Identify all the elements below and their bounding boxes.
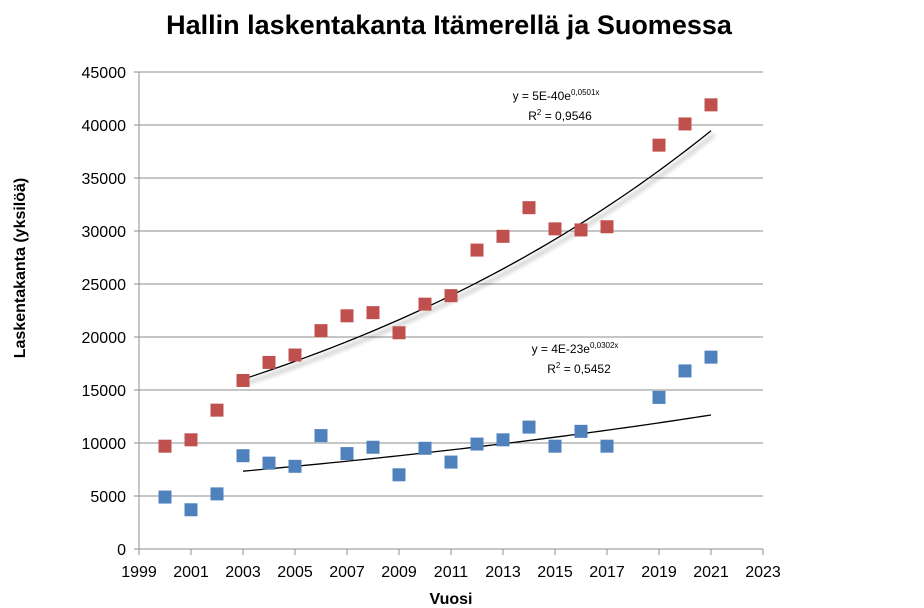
series-2-point	[392, 468, 406, 482]
y-tick-label: 25000	[82, 277, 127, 294]
series-2-point	[262, 456, 276, 470]
y-tick-label: 40000	[82, 118, 127, 135]
x-tick-label: 2023	[745, 564, 781, 581]
x-tick-label: 2013	[485, 564, 521, 581]
series-2-point	[366, 440, 380, 454]
trendline-equation: y = 4E-23e0,0302x	[532, 341, 619, 356]
series-2-point	[574, 424, 588, 438]
trendline-r-squared: R2 = 0,9546	[528, 108, 592, 123]
x-tick-label: 2021	[693, 564, 729, 581]
x-tick-labels: 1999 2001 2003 2005 2007 2009 2011 2013 2015 2017…	[121, 564, 781, 581]
series-2-point	[184, 503, 198, 517]
x-tick-label: 2011	[434, 564, 469, 581]
series-2-point	[340, 447, 354, 461]
series-2-point	[210, 487, 224, 501]
series-2-point	[678, 364, 692, 378]
trendline-r-squared: R2 = 0,5452	[547, 361, 611, 376]
x-tick-label: 2019	[641, 564, 677, 581]
gridlines	[139, 71, 763, 497]
series-1-point	[158, 439, 172, 453]
y-tick-label: 10000	[82, 436, 127, 453]
x-tick-label: 2005	[277, 564, 313, 581]
series-1-point	[314, 324, 328, 338]
series-2-point	[158, 490, 172, 504]
series-1-point	[418, 297, 432, 311]
x-tick-label: 2015	[537, 564, 573, 581]
chart-title: Hallin laskentakanta Itämerellä ja Suome…	[166, 10, 733, 40]
axes	[134, 71, 764, 555]
y-tick-label: 30000	[82, 224, 127, 241]
y-tick-label: 45000	[82, 65, 127, 82]
x-tick-label: 1999	[121, 564, 157, 581]
x-axis-title: Vuosi	[430, 591, 473, 608]
series-2-point	[444, 455, 458, 469]
series-1-point	[470, 243, 484, 257]
trendline-equation: y = 5E-40e0,0501x	[513, 88, 600, 103]
y-axis-title: Laskentakanta (yksilöä)	[12, 178, 29, 359]
x-tick-label: 2007	[329, 564, 365, 581]
y-tick-label: 15000	[82, 383, 127, 400]
series-2-point	[314, 429, 328, 443]
series-2-point	[652, 390, 666, 404]
series-2-point	[704, 350, 718, 364]
series-1-point	[366, 306, 380, 320]
data-points	[158, 98, 718, 517]
series-2-point	[288, 459, 302, 473]
series-1-point	[704, 98, 718, 112]
x-tick-label: 2001	[173, 564, 209, 581]
series-1-point	[548, 222, 562, 236]
y-tick-label: 0	[117, 542, 126, 559]
series-1-point	[340, 309, 354, 323]
y-tick-label: 35000	[82, 171, 127, 188]
series-1-point	[288, 348, 302, 362]
x-tick-label: 2003	[225, 564, 261, 581]
series-1-point	[444, 289, 458, 303]
series-2-point	[496, 433, 510, 447]
series-1-point	[262, 355, 276, 369]
y-tick-label: 5000	[90, 489, 126, 506]
y-tick-label: 20000	[82, 330, 127, 347]
series-1-point	[210, 403, 224, 417]
series-1-point	[522, 201, 536, 215]
series-1-point	[184, 433, 198, 447]
trendline-equations: y = 5E-40e0,0501x R2 = 0,9546 y = 4E-23e0,…	[513, 88, 619, 376]
series-2-point	[470, 437, 484, 451]
series-2-point	[548, 439, 562, 453]
series-1-point	[678, 117, 692, 131]
series-1-point	[574, 223, 588, 237]
series-2-point	[236, 449, 250, 463]
x-tick-label: 2017	[589, 564, 625, 581]
series-2-point	[418, 441, 432, 455]
series-2-point	[522, 420, 536, 434]
series-1-point	[652, 138, 666, 152]
series-1-point	[236, 373, 250, 387]
series-1-point	[392, 326, 406, 340]
series-1-point	[496, 229, 510, 243]
y-tick-labels: 0 5000 10000 15000 20000 25000 30000 35000 40000…	[82, 65, 127, 559]
trendlines	[242, 130, 712, 472]
trendline-1	[242, 130, 712, 380]
x-tick-label: 2009	[381, 564, 417, 581]
series-2-point	[600, 439, 614, 453]
series-1-point	[600, 220, 614, 234]
